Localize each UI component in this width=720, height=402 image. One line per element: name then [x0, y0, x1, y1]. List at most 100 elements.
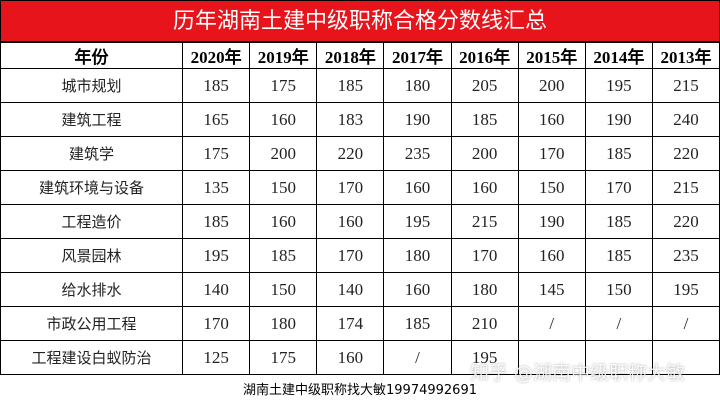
score-cell: 185 — [383, 306, 452, 341]
score-cell: 195 — [651, 272, 720, 307]
score-cell: 160 — [249, 102, 318, 137]
score-cell: 170 — [316, 238, 385, 273]
row-label: 建筑学 — [0, 136, 183, 171]
score-cell: 210 — [450, 306, 519, 341]
score-cell: 160 — [517, 238, 586, 273]
score-cell: 195 — [450, 340, 519, 375]
footer: 湖南土建中级职称找大敏19974992691 — [243, 383, 477, 398]
score-cell: 200 — [517, 68, 586, 103]
table-row: 建筑工程 165 160 183 190 185 160 190 240 — [0, 102, 720, 137]
score-cell: 220 — [651, 204, 720, 239]
score-cell: 215 — [651, 170, 720, 205]
row-label: 市政公用工程 — [0, 306, 183, 341]
score-cell: 190 — [517, 204, 586, 239]
row-label: 风景园林 — [0, 238, 183, 273]
score-cell: 160 — [450, 170, 519, 205]
score-cell: 170 — [316, 170, 385, 205]
score-cell: 180 — [383, 68, 452, 103]
row-label: 工程造价 — [0, 204, 183, 239]
score-cell: 180 — [383, 238, 452, 273]
column-header: 2017年 — [383, 42, 452, 69]
score-cell: 185 — [181, 204, 251, 239]
score-cell: 185 — [181, 68, 251, 103]
score-cell: 145 — [517, 272, 586, 307]
score-cell: 170 — [584, 170, 653, 205]
score-cell: 195 — [181, 238, 251, 273]
header-row: 年份 2020年 2019年 2018年 2017年 2016年 2015年 2014年 201… — [0, 42, 720, 69]
score-cell: 150 — [584, 272, 653, 307]
score-cell: 170 — [450, 238, 519, 273]
score-cell: 150 — [517, 170, 586, 205]
score-cell: 135 — [181, 170, 251, 205]
score-cell: 175 — [181, 136, 251, 171]
empty-cell — [517, 340, 586, 375]
score-cell: 160 — [316, 204, 385, 239]
score-cell: 235 — [651, 238, 720, 273]
table-row: 工程建设白蚁防治 125 175 160/195 — [0, 340, 720, 375]
score-cell: / — [584, 306, 653, 341]
table-row: 工程造价 185 160 160 195 215 190 185 220 — [0, 204, 720, 239]
score-table: 年份 2020年 2019年 2018年 2017年 2016年 2015年 2014年 201… — [0, 42, 720, 375]
row-label: 建筑环境与设备 — [0, 170, 183, 205]
column-header: 2015年 — [517, 42, 586, 69]
row-label: 工程建设白蚁防治 — [0, 340, 183, 375]
column-header: 2013年 — [651, 42, 720, 69]
score-cell: 140 — [181, 272, 251, 307]
table-row: 风景园林 195 185 170 180 170 160 185 235 — [0, 238, 720, 273]
score-cell: 160 — [249, 204, 318, 239]
score-cell: 160 — [383, 170, 452, 205]
row-label: 建筑工程 — [0, 102, 183, 137]
title: 历年湖南土建中级职称合格分数线汇总 — [0, 0, 720, 42]
score-cell: 125 — [181, 340, 251, 375]
table-row: 给水排水 140 150 140 160 180 145 150 195 — [0, 272, 720, 307]
score-cell: 174 — [316, 306, 385, 341]
score-cell: 185 — [584, 238, 653, 273]
score-cell: / — [651, 306, 720, 341]
score-cell: 235 — [383, 136, 452, 171]
empty-cell — [584, 340, 653, 375]
score-cell: 195 — [584, 68, 653, 103]
score-cell: 170 — [181, 306, 251, 341]
score-cell: 180 — [249, 306, 318, 341]
score-cell: 215 — [651, 68, 720, 103]
score-cell: 200 — [249, 136, 318, 171]
row-label: 给水排水 — [0, 272, 183, 307]
table-row: 城市规划 185 175 185 180 205 200 195 215 — [0, 68, 720, 103]
score-cell: 175 — [249, 68, 318, 103]
column-header: 2016年 — [450, 42, 519, 69]
score-cell: 185 — [316, 68, 385, 103]
table-row: 建筑环境与设备 135 150 170 160 160 150 170 215 — [0, 170, 720, 205]
score-cell: / — [383, 340, 452, 375]
score-cell: 190 — [383, 102, 452, 137]
score-cell: 160 — [517, 102, 586, 137]
score-cell: 190 — [584, 102, 653, 137]
score-cell: 185 — [450, 102, 519, 137]
score-cell: 170 — [517, 136, 586, 171]
score-cell: 175 — [249, 340, 318, 375]
score-cell: 220 — [651, 136, 720, 171]
column-header: 2018年 — [316, 42, 385, 69]
score-cell: 220 — [316, 136, 385, 171]
score-cell: 150 — [249, 170, 318, 205]
score-cell: 240 — [651, 102, 720, 137]
column-header: 2014年 — [584, 42, 653, 69]
table-row: 建筑学 175 200 220 235 200 170 185 220 — [0, 136, 720, 171]
score-cell: 183 — [316, 102, 385, 137]
score-cell: 185 — [249, 238, 318, 273]
score-cell: 160 — [383, 272, 452, 307]
column-header: 2020年 — [181, 42, 251, 69]
score-cell: 160 — [316, 340, 385, 375]
score-cell: 205 — [450, 68, 519, 103]
row-label: 城市规划 — [0, 68, 183, 103]
table-row: 市政公用工程 170 180 174 185 210// / — [0, 306, 720, 341]
empty-cell — [651, 340, 720, 375]
column-header: 年份 — [0, 42, 183, 69]
score-cell: 200 — [450, 136, 519, 171]
column-header: 2019年 — [249, 42, 318, 69]
score-cell: 185 — [584, 136, 653, 171]
score-cell: 180 — [450, 272, 519, 307]
watermark: 知乎 @湖南中级职称大敏 — [470, 362, 686, 384]
score-cell: 140 — [316, 272, 385, 307]
score-cell: 185 — [584, 204, 653, 239]
